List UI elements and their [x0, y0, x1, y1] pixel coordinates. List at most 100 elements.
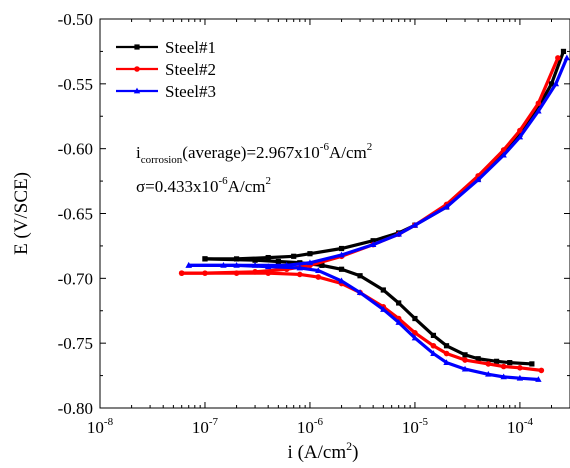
legend-item-3: Steel#3	[116, 82, 216, 101]
data-point-3-anodic-1	[220, 261, 227, 268]
data-point-1-cathodic-10	[357, 273, 363, 279]
data-point-2-cathodic-7	[412, 329, 418, 336]
data-point-3-cathodic-3	[485, 370, 492, 377]
data-point-2-cathodic-3	[485, 361, 492, 367]
x-tick-label: 10-8	[87, 416, 114, 437]
data-point-3-anodic-10	[474, 176, 482, 183]
y-tick-label: -0.75	[58, 334, 93, 353]
data-point-1-cathodic-1	[507, 360, 513, 366]
data-point-2-anodic-2	[252, 269, 258, 275]
x-axis-label: i (A/cm2)	[288, 439, 359, 463]
y-tick-label: -0.80	[58, 399, 93, 418]
y-tick-label: -0.50	[58, 10, 93, 29]
data-point-3-anodic-15	[563, 54, 570, 61]
data-point-1-cathodic-7	[412, 315, 418, 322]
annotation-corrosion-current: icorrosion(average)=2.967x10-6A/cm2	[136, 141, 372, 166]
y-tick-label: -0.55	[58, 75, 93, 94]
data-point-1-cathodic-3	[475, 356, 481, 362]
x-tick-label: 10-7	[192, 416, 219, 437]
data-point-1-anodic-3	[291, 253, 297, 259]
data-point-2-cathodic-0	[538, 367, 545, 374]
data-point-3-anodic-6	[369, 241, 377, 248]
legend-swatch-marker	[134, 66, 140, 72]
legend-label: Steel#3	[165, 82, 216, 101]
data-point-3-cathodic-1	[516, 374, 524, 381]
legend-swatch-marker	[134, 44, 140, 50]
data-point-3-cathodic-13	[296, 264, 303, 271]
legend-item-2: Steel#2	[116, 60, 216, 79]
data-point-2-anodic-12	[517, 127, 523, 134]
data-point-1-anodic-13	[535, 104, 541, 110]
data-point-2-anodic-0	[178, 270, 185, 276]
data-point-3-cathodic-9	[380, 306, 387, 312]
legend-swatch-marker	[133, 87, 141, 94]
data-point-1-anodic-15	[560, 48, 567, 55]
series-line-2-cathodic	[181, 271, 542, 372]
data-point-3-anodic-11	[500, 151, 507, 158]
data-point-2-cathodic-1	[517, 365, 523, 371]
data-point-2-cathodic-5	[443, 350, 450, 357]
data-point-1-cathodic-14	[275, 258, 281, 265]
data-point-3-cathodic-12	[315, 267, 322, 273]
data-point-3-cathodic-11	[338, 277, 345, 284]
series-steel-2	[178, 55, 561, 374]
data-point-1-cathodic-8	[396, 300, 402, 306]
data-point-3-anodic-2	[251, 261, 259, 268]
data-point-3-anodic-14	[552, 80, 560, 87]
data-point-2-cathodic-6	[430, 342, 437, 349]
data-point-1-cathodic-11	[338, 266, 345, 272]
data-point-3-anodic-7	[395, 230, 402, 237]
data-point-2-anodic-13	[535, 100, 542, 107]
annotations: icorrosion(average)=2.967x10-6A/cm2 σ=0.4…	[136, 141, 372, 196]
data-point-3-anodic-3	[283, 261, 290, 268]
plot-area	[178, 48, 570, 382]
data-point-3-anodic-12	[516, 133, 524, 140]
data-point-3-anodic-8	[411, 221, 419, 228]
data-point-2-cathodic-4	[462, 357, 468, 363]
data-point-1-anodic-5	[338, 245, 345, 252]
data-point-1-cathodic-9	[380, 287, 386, 293]
data-point-3-cathodic-8	[395, 319, 402, 325]
data-point-1-cathodic-6	[430, 332, 437, 338]
data-point-2-anodic-1	[202, 270, 208, 276]
data-point-1-anodic-0	[202, 256, 208, 262]
data-point-1-cathodic-2	[494, 358, 500, 364]
data-point-1-cathodic-12	[319, 262, 325, 268]
data-point-2-cathodic-2	[500, 363, 507, 370]
data-point-3-cathodic-6	[430, 350, 437, 356]
data-point-1-cathodic-5	[443, 343, 450, 349]
data-point-1-cathodic-0	[529, 361, 535, 367]
data-point-3-cathodic-7	[411, 334, 419, 341]
data-point-3-cathodic-10	[356, 289, 364, 295]
y-tick-label: -0.60	[58, 140, 93, 159]
data-point-3-anodic-9	[443, 203, 450, 210]
legend: Steel#1 Steel#2 Steel#3	[116, 38, 216, 101]
legend-item-1: Steel#1	[116, 38, 216, 57]
y-tick-label: -0.65	[58, 205, 93, 224]
x-tick-label: 10-5	[402, 416, 429, 437]
data-point-1-cathodic-4	[462, 352, 468, 358]
annotation-sigma: σ=0.433x10-6A/cm2	[136, 175, 271, 196]
series-steel-1	[202, 48, 567, 367]
data-point-1-anodic-4	[307, 251, 313, 257]
data-point-3-cathodic-0	[535, 376, 542, 382]
data-point-3-cathodic-2	[500, 373, 507, 380]
data-point-3-anodic-4	[306, 259, 314, 266]
data-point-1-anodic-14	[548, 81, 555, 87]
legend-label: Steel#1	[165, 38, 216, 57]
data-point-3-cathodic-4	[461, 365, 469, 372]
y-axis-label: E (V/SCE)	[11, 172, 32, 255]
data-point-3-cathodic-5	[443, 359, 450, 366]
data-point-1-anodic-6	[370, 238, 376, 244]
data-point-3-anodic-5	[338, 251, 345, 258]
y-tick-label: -0.70	[58, 269, 93, 288]
x-tick-label: 10-6	[297, 416, 324, 437]
data-point-1-cathodic-15	[252, 257, 258, 263]
data-point-2-cathodic-12	[315, 274, 322, 280]
data-point-1-anodic-2	[265, 254, 271, 261]
data-point-3-anodic-0	[185, 261, 192, 268]
series-line-3-anodic	[188, 57, 569, 267]
data-point-2-anodic-14	[555, 55, 561, 61]
